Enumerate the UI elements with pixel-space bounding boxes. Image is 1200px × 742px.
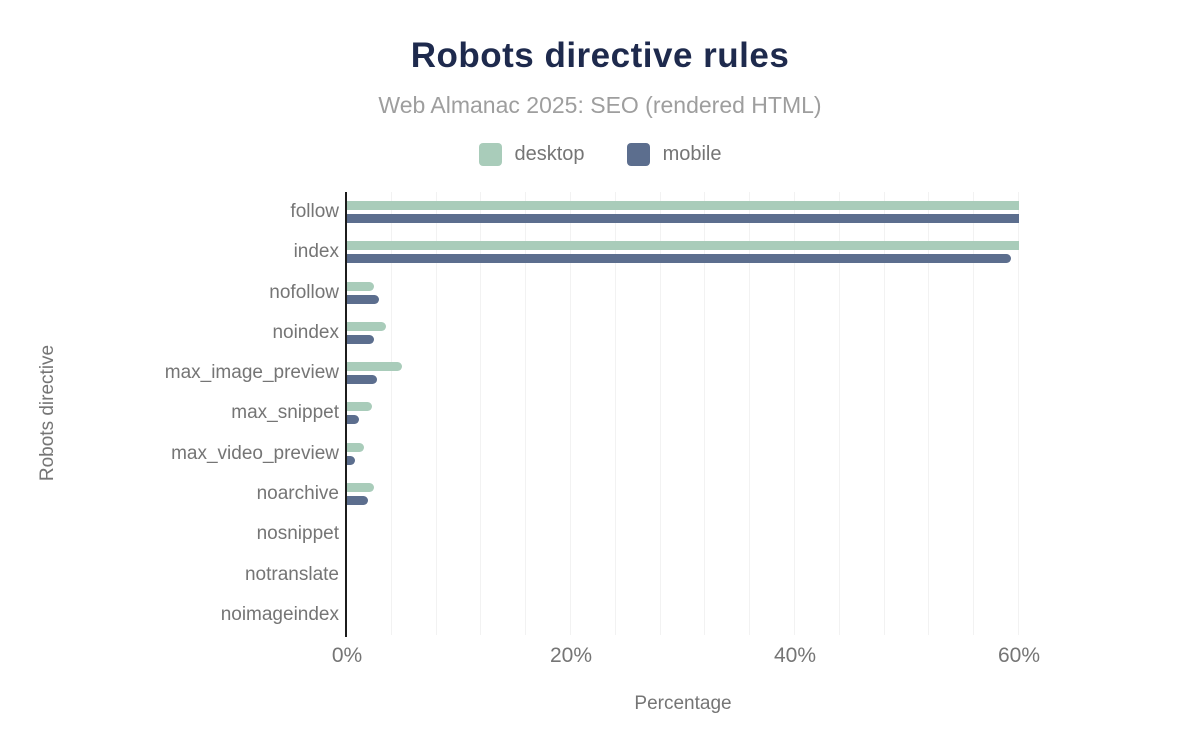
y-axis-line	[345, 192, 347, 637]
chart-title: Robots directive rules	[410, 36, 790, 75]
bar-mobile-max_video_preview[interactable]	[347, 455, 355, 465]
legend-item-desktop[interactable]: desktop	[478, 143, 585, 166]
x-tick-60: 60%	[997, 644, 1041, 667]
bar-row-noindex	[347, 313, 1019, 353]
bar-desktop-max_image_preview[interactable]	[347, 362, 402, 372]
bar-row-nosnippet	[347, 514, 1019, 554]
chart-subtitle: Web Almanac 2025: SEO (rendered HTML)	[378, 92, 822, 118]
bar-row-max_image_preview	[347, 353, 1019, 393]
y-label-row-max_image_preview: max_image_preview	[0, 353, 339, 393]
y-label-row-max_video_preview: max_video_preview	[0, 434, 339, 474]
x-tick-0: 0%	[331, 644, 363, 667]
gridline-8	[435, 192, 437, 635]
bar-mobile-index[interactable]	[347, 254, 1012, 264]
y-label-notranslate: notranslate	[244, 563, 339, 585]
y-label-row-index: index	[0, 232, 339, 272]
bar-desktop-max_snippet[interactable]	[347, 402, 372, 412]
gridline-24	[614, 192, 616, 635]
gridline-48	[883, 192, 885, 635]
bar-desktop-max_video_preview[interactable]	[347, 442, 364, 452]
y-label-nofollow: nofollow	[269, 281, 339, 303]
bar-desktop-index[interactable]	[347, 241, 1019, 251]
y-label-row-noimageindex: noimageindex	[0, 595, 339, 635]
gridline-32	[704, 192, 706, 635]
bar-row-nofollow	[347, 273, 1019, 313]
plot-area	[347, 192, 1019, 635]
y-axis-labels: follow index nofollow noindex max_image_prev…	[0, 192, 339, 635]
y-label-noindex: noindex	[272, 321, 339, 343]
y-label-nosnippet: nosnippet	[256, 523, 339, 545]
gridline-52	[928, 192, 930, 635]
y-label-row-follow: follow	[0, 192, 339, 232]
legend-item-mobile[interactable]: mobile	[626, 143, 722, 166]
gridline-40	[793, 192, 795, 635]
bar-mobile-nofollow[interactable]	[347, 294, 380, 304]
legend-label-desktop: desktop	[514, 143, 585, 165]
bar-row-max_snippet	[347, 393, 1019, 433]
gridline-60	[1018, 192, 1019, 635]
gridline-12	[480, 192, 482, 635]
legend-swatch-desktop-icon	[478, 143, 502, 166]
y-label-row-nofollow: nofollow	[0, 273, 339, 313]
gridline-36	[749, 192, 751, 635]
gridline-44	[838, 192, 840, 635]
bar-desktop-noarchive[interactable]	[347, 482, 374, 492]
y-label-follow: follow	[290, 201, 339, 223]
y-label-row-noarchive: noarchive	[0, 474, 339, 514]
y-label-noarchive: noarchive	[256, 482, 339, 504]
gridline-16	[525, 192, 527, 635]
legend-label-mobile: mobile	[662, 143, 722, 165]
bar-mobile-max_snippet[interactable]	[347, 415, 360, 425]
y-label-row-max_snippet: max_snippet	[0, 393, 339, 433]
legend-swatch-mobile-icon	[626, 143, 650, 166]
legend: desktop mobile	[0, 143, 1200, 166]
bar-mobile-follow[interactable]	[347, 214, 1019, 224]
gridline-4	[390, 192, 392, 635]
x-axis-title: Percentage	[634, 693, 732, 714]
bar-row-noimageindex	[347, 595, 1019, 635]
y-label-row-nosnippet: nosnippet	[0, 514, 339, 554]
gridline-20	[569, 192, 571, 635]
x-tick-40: 40%	[773, 644, 817, 667]
x-axis-ticks: 0% 20% 40% 60%	[332, 644, 1040, 670]
bar-row-noarchive	[347, 474, 1019, 514]
y-label-row-notranslate: notranslate	[0, 554, 339, 594]
bar-desktop-nofollow[interactable]	[347, 281, 374, 291]
bar-row-follow	[347, 192, 1019, 232]
bar-mobile-noarchive[interactable]	[347, 495, 369, 505]
gridline-28	[659, 192, 661, 635]
gridline-56	[973, 192, 975, 635]
y-label-noimageindex: noimageindex	[220, 603, 339, 625]
bar-row-index	[347, 232, 1019, 272]
bar-mobile-max_image_preview[interactable]	[347, 375, 378, 385]
bar-mobile-noindex[interactable]	[347, 334, 374, 344]
y-label-max_snippet: max_snippet	[231, 402, 339, 424]
y-label-max_image_preview: max_image_preview	[164, 362, 339, 384]
bar-row-max_video_preview	[347, 434, 1019, 474]
y-label-max_video_preview: max_video_preview	[171, 442, 339, 464]
bar-desktop-noindex[interactable]	[347, 321, 387, 331]
bar-desktop-follow[interactable]	[347, 201, 1019, 211]
bar-row-notranslate	[347, 554, 1019, 594]
x-tick-20: 20%	[549, 644, 593, 667]
y-label-index: index	[293, 241, 339, 263]
y-label-row-noindex: noindex	[0, 313, 339, 353]
